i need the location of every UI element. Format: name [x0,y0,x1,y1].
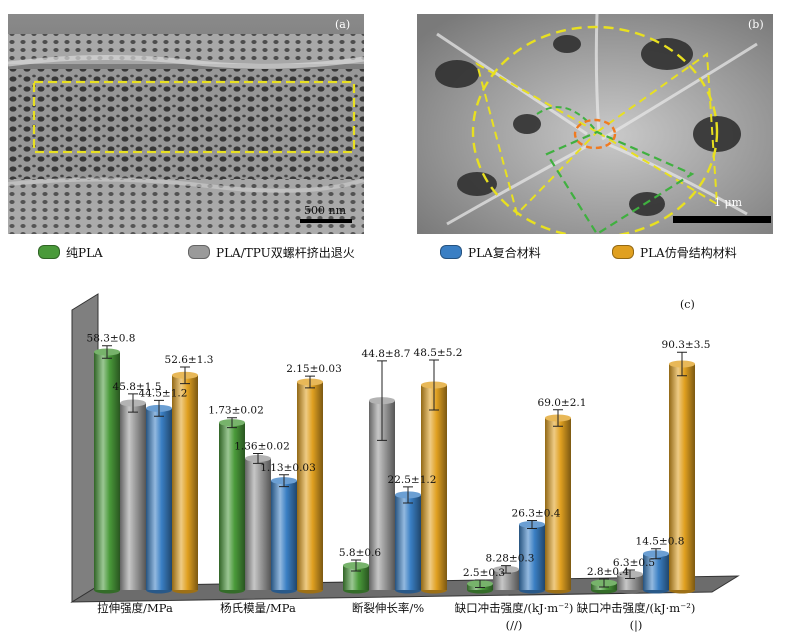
bar [545,418,571,590]
category-label: 缺口冲击强度/(kJ·m⁻²) [455,601,574,615]
error-bar [154,399,164,417]
error-bar [403,486,413,504]
error-bar [501,565,511,574]
sem-image-b [417,14,773,234]
data-label: 45.8±1.5 [113,381,162,393]
bar [245,458,271,590]
bar [297,382,323,590]
data-label: 90.3±3.5 [662,339,711,351]
error-bar [253,452,263,464]
scalebar-label-b: 1 μm [714,196,743,209]
data-label: 26.3±0.4 [512,507,561,519]
legend-label: PLA仿骨结构材料 [640,245,737,260]
bar [146,408,172,590]
bar [395,494,421,590]
bar-chart: 58.3±0.8 45.8±1.5 44.5±1.2 52.6±1.3 1.73±0.0… [0,280,788,638]
error-bar [599,578,609,588]
error-bar [475,579,485,589]
bar [271,480,297,590]
legend-item: 纯PLA [38,242,103,262]
error-bar [227,417,237,429]
data-label: 2.5±0.3 [463,567,505,579]
legend-item: PLA仿骨结构材料 [612,242,737,262]
sem-image-a [8,14,364,234]
data-label: 44.8±8.7 [362,348,411,360]
data-label: 44.5±1.2 [139,387,188,399]
error-bar [279,474,289,488]
data-label: 1.73±0.02 [208,405,264,417]
category-label: 杨氏模量/MPa [220,601,296,615]
data-label: 14.5±0.8 [636,536,685,548]
bar [120,403,146,590]
scalebar-label-a: 500 nm [304,204,347,217]
bar [643,553,669,590]
legend-swatch [440,245,462,259]
error-bar [527,519,537,529]
data-label: 48.5±5.2 [414,347,463,359]
error-bar [305,375,315,389]
category-label: 断裂伸长率/% [352,601,424,615]
category-label: 缺口冲击强度/(kJ·m⁻²) [577,601,696,615]
legend-label: PLA复合材料 [468,245,541,260]
data-label: 22.5±1.2 [388,474,437,486]
error-bar [102,345,112,359]
data-label: 2.8±0.4 [587,566,630,578]
legend-item: PLA复合材料 [440,242,541,262]
legend-label: PLA/TPU双螺杆挤出退火 [216,245,355,260]
panel-label-b: (b) [748,18,764,31]
bar [421,385,447,590]
legend-swatch [612,245,634,259]
data-label: 5.8±0.6 [339,547,382,559]
legend-label: 纯PLA [66,245,103,260]
bar [617,574,643,590]
bar-chart-svg: 58.3±0.8 45.8±1.544.5±1.2 52.6±1.3 1.73±0.0… [70,293,740,633]
error-bar [128,393,138,413]
error-bar [429,359,439,411]
panel-label-a: (a) [335,18,351,31]
data-label: 2.15±0.03 [286,363,342,375]
data-label: 69.0±2.1 [538,397,587,409]
legend: 纯PLA PLA/TPU双螺杆挤出退火 PLA复合材料 PLA仿骨结构材料 [0,238,788,266]
bar [669,364,695,590]
category-sublabel: (|) [630,618,643,633]
data-label: 6.3±0.5 [613,557,655,569]
error-bar [377,360,387,441]
error-bar [553,409,563,427]
data-label: 1.36±0.02 [234,440,290,452]
data-label: 8.28±0.3 [486,553,535,565]
legend-swatch [38,245,60,259]
error-bar [651,548,661,560]
legend-swatch [188,245,210,259]
category-sublabel: (//) [506,618,523,632]
bar [94,352,120,590]
panel-label-c: (c) [680,298,695,311]
error-bar [625,569,635,579]
bar [519,524,545,590]
data-label: 58.3±0.8 [87,333,136,345]
error-bar [351,559,361,572]
bar [172,375,198,590]
category-label: 拉伸强度/MPa [97,601,173,615]
error-bar [180,366,190,385]
bar [493,569,519,590]
legend-item: PLA/TPU双螺杆挤出退火 [188,242,355,262]
bar [219,422,245,590]
data-label: 1.13±0.03 [260,462,316,474]
data-label: 52.6±1.3 [165,354,214,366]
error-bar [677,351,687,377]
